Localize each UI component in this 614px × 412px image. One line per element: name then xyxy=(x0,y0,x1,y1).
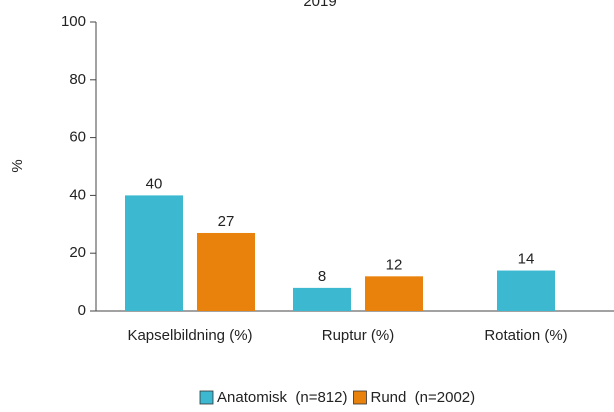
x-tick-label: Rotation (%) xyxy=(484,327,567,344)
data-label: 12 xyxy=(386,256,403,273)
data-label: 40 xyxy=(146,175,163,192)
bar xyxy=(197,232,255,311)
bar xyxy=(365,276,423,311)
chart-title: 2019 xyxy=(303,0,336,10)
legend-swatch xyxy=(199,390,214,405)
y-tick-label: 80 xyxy=(69,71,86,88)
y-tick-label: 40 xyxy=(69,186,86,203)
bar xyxy=(293,287,351,311)
legend-swatch xyxy=(353,390,367,405)
bar xyxy=(125,195,183,311)
y-tick-label: 20 xyxy=(69,244,86,261)
legend-label: Rund (n=2002) xyxy=(370,389,475,406)
data-label: 8 xyxy=(318,268,326,285)
y-tick-label: 100 xyxy=(61,13,86,30)
legend-label: Anatomisk (n=812) xyxy=(217,389,347,406)
bar xyxy=(497,270,555,311)
x-tick-label: Ruptur (%) xyxy=(322,327,395,344)
y-tick-label: 60 xyxy=(69,129,86,146)
data-label: 14 xyxy=(518,251,535,268)
x-tick-label: Kapselbildning (%) xyxy=(127,327,252,344)
data-label: 27 xyxy=(218,213,235,230)
y-tick-label: 0 xyxy=(78,302,86,319)
y-axis-label: % xyxy=(9,159,26,172)
